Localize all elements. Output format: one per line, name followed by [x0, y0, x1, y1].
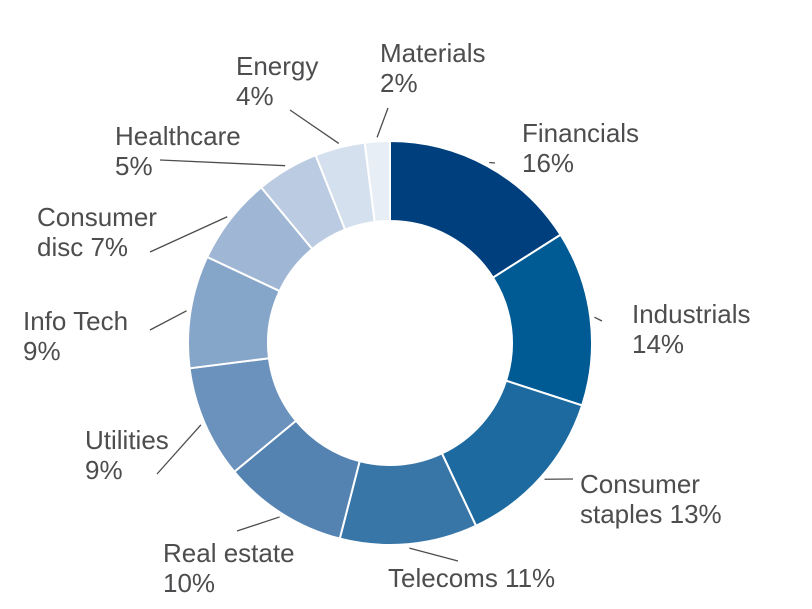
label-line: 5%	[115, 151, 153, 181]
label-line: Industrials	[632, 299, 751, 329]
label-line: Real estate	[163, 538, 295, 568]
label-energy: Energy 4%	[236, 51, 318, 111]
leader-real-estate	[236, 516, 280, 532]
leader-info-tech	[149, 310, 187, 331]
leader-consumer-disc	[149, 216, 228, 253]
label-consumer-staples: Consumer staples 13%	[580, 469, 722, 529]
label-financials: Financials 16%	[522, 118, 639, 178]
label-line: 10%	[163, 568, 215, 598]
slice-materials	[363, 139, 391, 224]
label-line: 2%	[380, 68, 418, 98]
label-materials: Materials 2%	[380, 38, 485, 98]
leader-industrials	[594, 316, 603, 322]
label-real-estate: Real estate 10%	[163, 538, 295, 598]
slice-labels: Financials 16%Industrials 14%Consumer stapl…	[23, 38, 751, 598]
label-line: Telecoms 11%	[388, 563, 555, 593]
label-consumer-disc: Consumer disc 7%	[37, 202, 157, 262]
leader-utilities	[156, 424, 202, 475]
label-telecoms: Telecoms 11%	[388, 563, 555, 593]
label-line: Healthcare	[115, 121, 241, 151]
label-line: Utilities	[85, 425, 169, 455]
leader-materials	[376, 107, 389, 138]
label-line: 16%	[522, 148, 574, 178]
leader-telecoms	[409, 547, 459, 562]
label-line: Financials	[522, 118, 639, 148]
label-line: Energy	[236, 51, 318, 81]
label-industrials: Industrials 14%	[632, 299, 751, 359]
label-line: 4%	[236, 81, 274, 111]
label-line: Consumer	[580, 469, 700, 499]
slices	[187, 139, 593, 546]
leader-lines	[149, 107, 603, 562]
label-line: 9%	[23, 336, 61, 366]
label-info-tech: Info Tech 9%	[23, 306, 128, 366]
label-line: disc 7%	[37, 232, 128, 262]
label-line: 14%	[632, 329, 684, 359]
label-line: 9%	[85, 455, 123, 485]
label-line: staples 13%	[580, 499, 722, 529]
leader-financials	[489, 161, 496, 164]
leader-healthcare	[159, 159, 286, 167]
label-line: Materials	[380, 38, 485, 68]
label-healthcare: Healthcare 5%	[115, 121, 241, 181]
label-utilities: Utilities 9%	[85, 425, 169, 485]
leader-energy	[289, 109, 340, 145]
label-line: Info Tech	[23, 306, 128, 336]
label-line: Consumer	[37, 202, 157, 232]
